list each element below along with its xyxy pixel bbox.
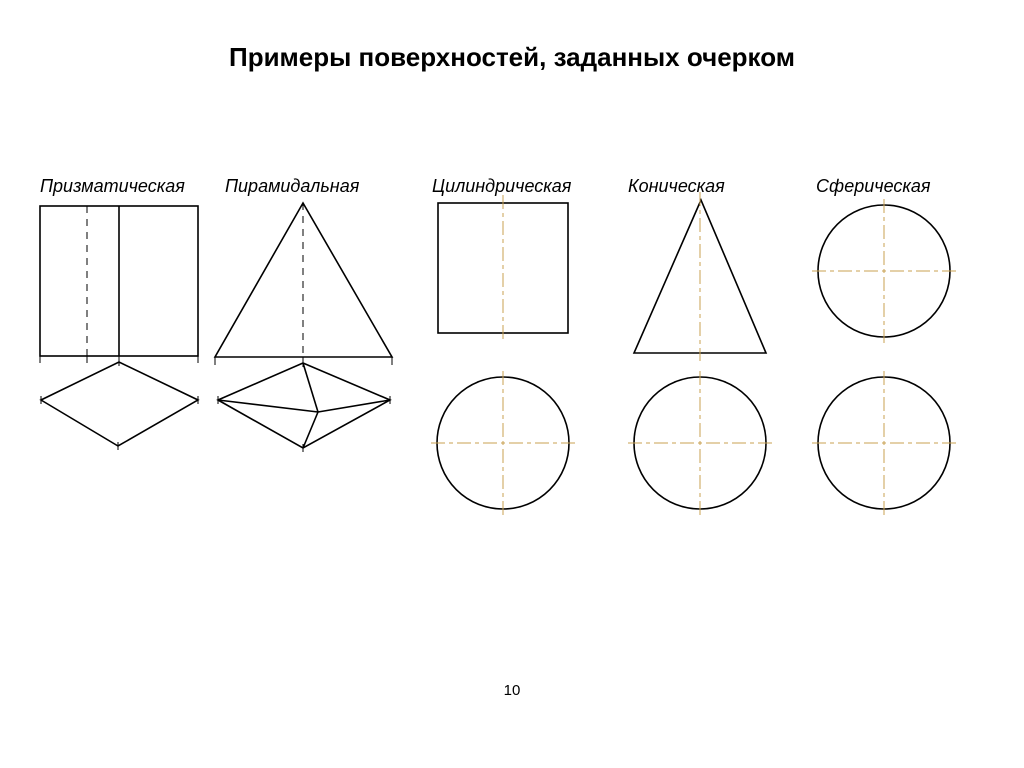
diagram-canvas — [0, 0, 1024, 768]
page-number: 10 — [0, 682, 1024, 699]
